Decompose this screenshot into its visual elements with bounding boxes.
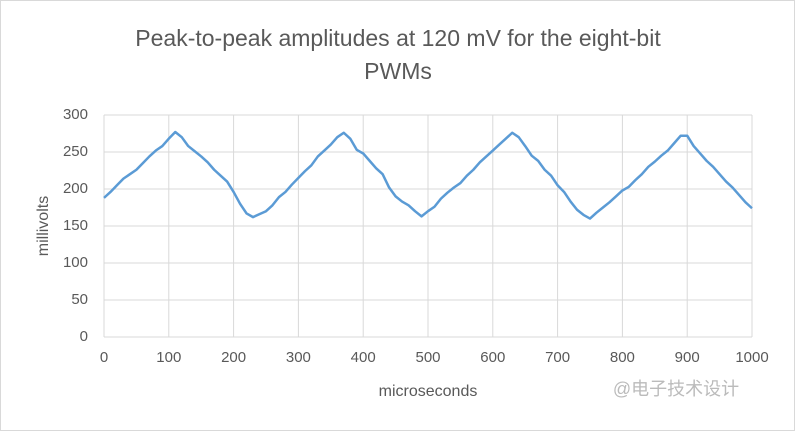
x-axis-label: microseconds bbox=[379, 383, 478, 400]
watermark: @电子技术设计 bbox=[613, 379, 739, 399]
y-tick-label: 50 bbox=[71, 291, 88, 308]
x-tick-label: 200 bbox=[221, 349, 246, 366]
x-tick-label: 1000 bbox=[735, 349, 768, 366]
x-tick-label: 300 bbox=[286, 349, 311, 366]
y-tick-label: 300 bbox=[63, 106, 88, 123]
y-axis-label: millivolts bbox=[35, 196, 52, 256]
x-tick-label: 800 bbox=[610, 349, 635, 366]
x-tick-label: 100 bbox=[156, 349, 181, 366]
x-tick-label: 500 bbox=[415, 349, 440, 366]
chart-title: Peak-to-peak amplitudes at 120 mV for th… bbox=[135, 25, 661, 84]
x-tick-label: 400 bbox=[351, 349, 376, 366]
y-tick-label: 100 bbox=[63, 254, 88, 271]
x-tick-label: 700 bbox=[545, 349, 570, 366]
x-tick-label: 0 bbox=[100, 349, 108, 366]
y-tick-label: 250 bbox=[63, 143, 88, 160]
data-line bbox=[103, 130, 753, 220]
y-tick-label: 150 bbox=[63, 217, 88, 234]
y-tick-label: 200 bbox=[63, 180, 88, 197]
x-tick-label: 600 bbox=[480, 349, 505, 366]
x-tick-label: 900 bbox=[675, 349, 700, 366]
y-tick-label: 0 bbox=[80, 328, 88, 345]
